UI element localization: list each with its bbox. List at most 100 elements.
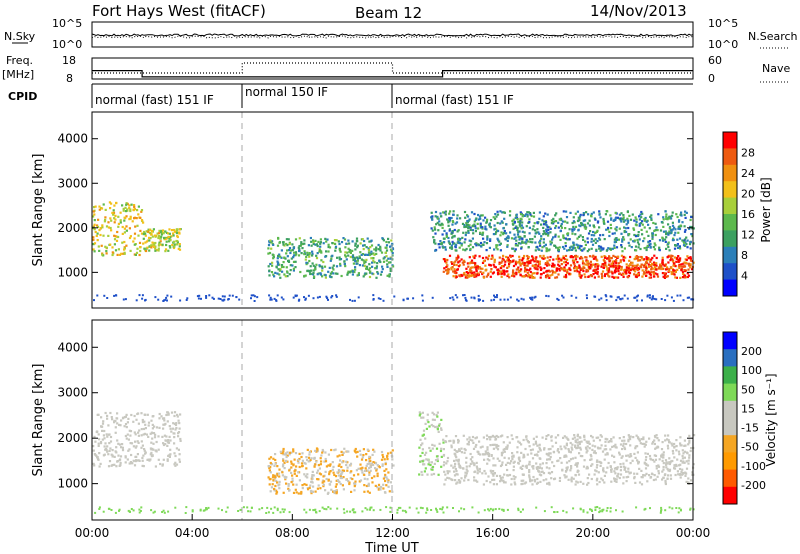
ground-scatter-cell: [436, 510, 439, 513]
scatter-cell-1: [321, 481, 324, 484]
scatter-cell-1: [154, 249, 157, 252]
scatter-cell-1: [142, 237, 145, 240]
scatter-cell-3: [627, 475, 630, 478]
ground-scatter-cell: [659, 511, 662, 514]
scatter-cell-1: [335, 483, 338, 486]
scatter-cell-3: [502, 270, 505, 273]
ground-scatter-cell: [477, 298, 480, 301]
scatter-cell-3: [528, 445, 531, 448]
scatter-cell-3: [530, 274, 533, 277]
scatter-cell-3: [523, 261, 526, 265]
scatter-cell-1: [282, 458, 285, 461]
scatter-cell-4: [538, 232, 541, 235]
scatter-cell-4: [645, 230, 648, 233]
scatter-cell-4: [572, 247, 575, 250]
ground-scatter-cell: [506, 298, 509, 301]
scatter-cell-4: [589, 230, 592, 233]
scatter-cell-2: [439, 449, 443, 453]
scatter-cell-3: [590, 464, 593, 467]
scatter-cell-1: [280, 451, 283, 455]
scatter-cell-2: [294, 238, 298, 241]
scatter-cell-1: [329, 480, 333, 483]
scatter-cell-0: [169, 427, 172, 430]
scatter-cell-0: [163, 417, 166, 420]
scatter-cell-0: [154, 433, 157, 436]
scatter-cell-0: [104, 245, 107, 248]
ground-scatter-cell: [273, 297, 276, 300]
scatter-cell-3: [506, 444, 509, 447]
scatter-cell-3: [538, 473, 541, 476]
scatter-cell-3: [578, 441, 582, 444]
scatter-cell-3: [603, 264, 606, 267]
scatter-cell-1: [368, 466, 371, 470]
scatter-cell-3: [476, 467, 479, 470]
scatter-cell-3: [617, 276, 620, 279]
scatter-cell-1: [160, 235, 163, 238]
scatter-cell-1: [292, 464, 295, 467]
scatter-cell-3: [452, 466, 455, 469]
scatter-cell-1: [351, 477, 354, 481]
scatter-cell-2: [338, 256, 341, 259]
scatter-cell-4: [656, 229, 659, 232]
scatter-cell-3: [615, 259, 618, 262]
scatter-cell-1: [368, 462, 371, 465]
scatter-cell-0: [144, 423, 147, 426]
scatter-cell-1: [382, 487, 385, 490]
scatter-cell-4: [663, 238, 667, 241]
ground-scatter-cell: [157, 298, 160, 301]
scatter-cell-3: [506, 274, 509, 278]
scatter-cell-4: [450, 244, 453, 247]
scatter-cell-4: [591, 243, 595, 246]
scatter-cell-0: [117, 442, 120, 445]
scatter-cell-3: [505, 447, 509, 450]
scatter-cell-4: [512, 247, 515, 250]
scatter-cell-0: [93, 223, 96, 226]
scatter-cell-1: [175, 228, 178, 231]
scatter-cell-4: [629, 218, 633, 221]
ground-scatter-cell: [361, 510, 364, 513]
scatter-cell-3: [617, 262, 620, 265]
scatter-cell-3: [475, 461, 478, 464]
scatter-cell-4: [587, 232, 591, 235]
scatter-cell-3: [466, 276, 469, 279]
ground-scatter-cell: [557, 299, 560, 301]
scatter-cell-1: [147, 230, 150, 233]
ground-scatter-cell: [280, 296, 283, 299]
scatter-cell-2: [327, 245, 330, 249]
scatter-cell-4: [451, 240, 454, 243]
ground-scatter-cell: [660, 298, 663, 300]
scatter-cell-3: [576, 444, 580, 447]
scatter-cell-0: [177, 448, 180, 451]
scatter-cell-3: [608, 275, 611, 278]
scatter-cell-0: [104, 411, 107, 415]
scatter-cell-3: [485, 275, 488, 278]
scatter-cell-0: [138, 459, 141, 462]
scatter-cell-2: [285, 252, 288, 255]
scatter-cell-3: [510, 434, 513, 437]
scatter-cell-2: [339, 262, 342, 265]
scatter-cell-4: [439, 242, 442, 246]
scatter-cell-3: [534, 267, 537, 270]
scatter-cell-3: [491, 472, 494, 476]
scatter-cell-3: [537, 260, 540, 263]
scatter-cell-3: [675, 276, 678, 279]
scatter-cell-3: [484, 472, 487, 475]
ground-scatter-cell: [609, 510, 612, 513]
scatter-cell-3: [590, 458, 593, 461]
scatter-cell-3: [579, 454, 582, 458]
scatter-cell-4: [618, 217, 621, 220]
scatter-cell-0: [98, 205, 101, 208]
ground-scatter-cell: [692, 508, 695, 511]
scatter-cell-4: [453, 228, 456, 232]
scatter-cell-3: [678, 467, 682, 471]
scatter-cell-0: [151, 447, 154, 450]
scatter-cell-4: [684, 210, 687, 213]
scatter-cell-3: [646, 464, 650, 467]
scatter-cell-4: [618, 227, 621, 230]
scatter-cell-1: [391, 490, 394, 493]
scatter-cell-4: [644, 216, 647, 220]
scatter-cell-2: [367, 247, 370, 250]
scatter-cell-1: [307, 460, 310, 463]
scatter-cell-3: [552, 258, 555, 261]
scatter-cell-0: [121, 446, 124, 449]
